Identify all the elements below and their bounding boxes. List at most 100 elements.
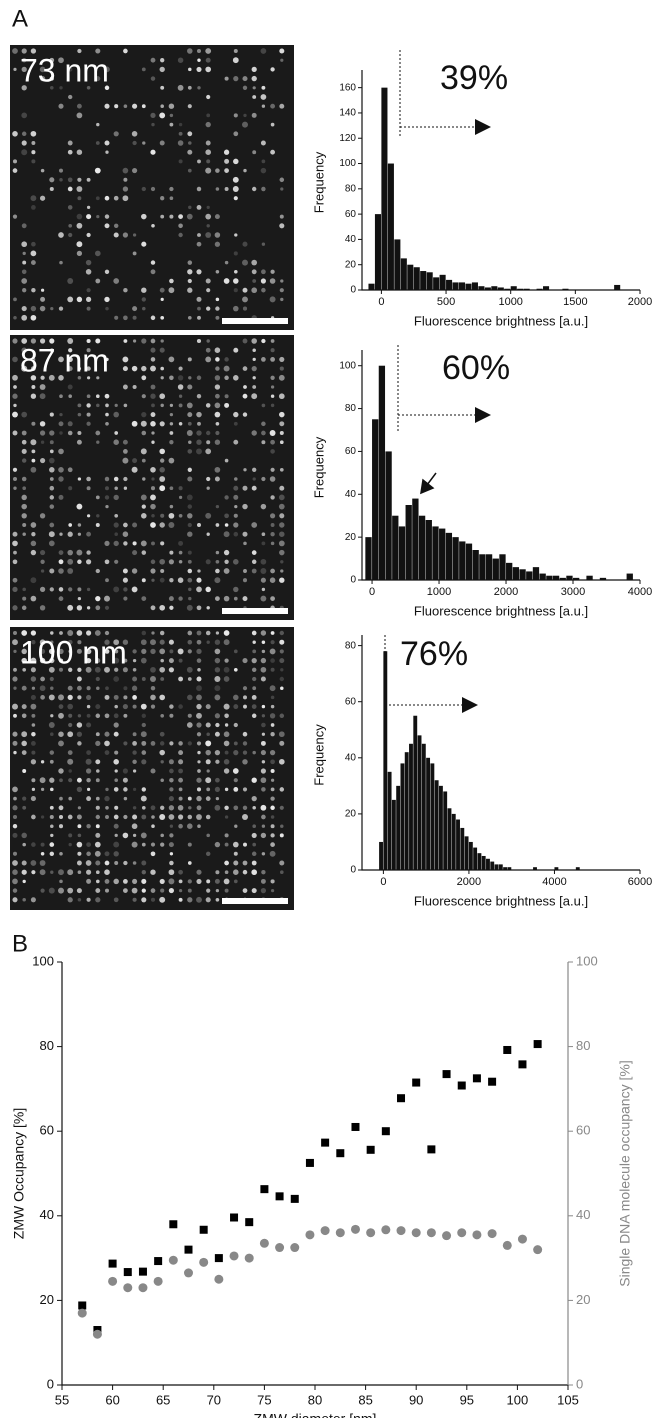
spot — [105, 357, 109, 362]
spot — [242, 578, 248, 583]
arrow-head — [475, 407, 491, 423]
spot — [86, 878, 92, 884]
spot — [160, 85, 165, 90]
bar — [473, 847, 478, 870]
spot — [140, 832, 147, 839]
spot — [141, 104, 146, 109]
spot — [122, 457, 129, 464]
spot — [270, 704, 275, 709]
spot — [21, 347, 27, 353]
y-tick-label: 140 — [339, 108, 356, 119]
spot — [169, 777, 174, 783]
spot — [243, 569, 247, 573]
spot — [279, 577, 285, 583]
spot — [252, 186, 257, 192]
bar — [494, 864, 499, 870]
spot — [187, 287, 193, 293]
spot — [122, 366, 128, 372]
bar — [396, 785, 401, 870]
spot — [85, 559, 92, 565]
spot — [187, 823, 193, 829]
spot — [40, 676, 45, 682]
spot — [159, 476, 166, 482]
spot — [160, 833, 164, 838]
spot — [150, 186, 156, 192]
spot — [214, 804, 221, 811]
spot — [50, 787, 54, 792]
spot — [77, 196, 82, 201]
y-tick-label: 0 — [47, 1376, 54, 1391]
spot — [68, 232, 73, 238]
spot — [169, 649, 174, 654]
spot — [12, 824, 18, 829]
spot — [224, 375, 229, 381]
bar — [484, 287, 491, 290]
spot — [67, 639, 73, 645]
spot — [196, 394, 202, 399]
spot — [86, 823, 91, 829]
spot — [205, 66, 212, 73]
spot — [150, 568, 156, 574]
spot — [68, 486, 73, 491]
y-tick-label: 60 — [345, 696, 357, 707]
spot — [251, 851, 257, 857]
spot — [270, 833, 275, 838]
spot — [224, 168, 229, 173]
spot — [76, 241, 83, 248]
bar — [452, 282, 459, 290]
image-label: 73 nm — [20, 52, 109, 88]
spot — [205, 448, 212, 455]
x-tick-label: 70 — [207, 1392, 221, 1407]
spot — [233, 722, 238, 728]
spot — [67, 694, 73, 701]
spot — [196, 658, 202, 663]
spot — [21, 140, 27, 146]
spot — [58, 466, 64, 473]
arrow-head — [462, 697, 478, 713]
spot — [114, 667, 119, 672]
spot — [242, 338, 248, 344]
spot — [278, 540, 285, 547]
spot — [196, 48, 202, 54]
bar — [426, 757, 431, 870]
spot — [132, 384, 137, 390]
spot — [31, 778, 36, 783]
spot — [215, 596, 220, 601]
spot — [140, 703, 147, 710]
bar — [477, 853, 482, 870]
spot — [86, 205, 91, 210]
spot — [113, 713, 119, 719]
x-axis-title: ZMW diameter [nm] — [254, 1411, 377, 1418]
spot — [160, 513, 165, 518]
axis-line — [61, 962, 568, 1386]
spot — [132, 140, 137, 146]
spot — [187, 861, 192, 865]
spot — [197, 86, 201, 90]
spot — [104, 495, 110, 500]
point — [123, 1283, 133, 1293]
spot — [261, 824, 266, 828]
spot — [206, 224, 210, 228]
spot — [252, 649, 257, 654]
spot — [105, 403, 109, 408]
spot — [151, 477, 155, 481]
spot — [76, 630, 83, 636]
spot — [113, 676, 120, 682]
spot — [77, 741, 82, 746]
spot — [224, 394, 229, 399]
spot — [233, 113, 238, 118]
spot — [132, 695, 137, 700]
spot — [105, 686, 109, 691]
spot — [123, 522, 128, 528]
spot — [76, 648, 82, 654]
spot — [141, 458, 146, 463]
spot — [214, 878, 220, 884]
point — [335, 1228, 345, 1238]
spot — [21, 503, 27, 510]
spot — [48, 694, 55, 701]
spot — [168, 805, 175, 811]
spot — [251, 777, 257, 783]
spot — [160, 713, 165, 718]
spot — [260, 878, 266, 884]
spot — [58, 421, 64, 427]
